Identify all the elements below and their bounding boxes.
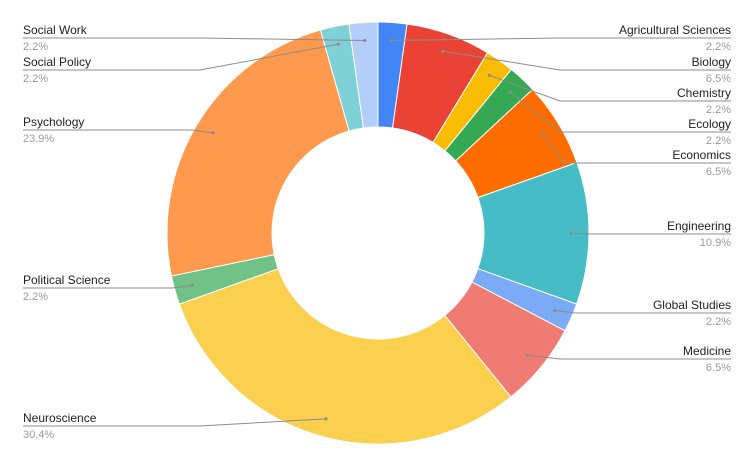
slice-label-neuroscience: Neuroscience [23,411,97,425]
leader-line-social-work [23,37,365,41]
slice-value-social-work: 2.2% [23,41,48,53]
leader-dot-chemistry [487,73,491,77]
slice-value-global-studies: 2.2% [706,316,731,328]
leader-dot-biology [441,49,445,53]
slice-value-medicine: 6.5% [706,362,731,374]
leader-line-ecology [509,91,731,133]
leader-line-global-studies [554,309,731,314]
leader-dot-social-work [363,38,367,43]
slice-value-economics: 6.5% [706,166,731,178]
slice-label-engineering: Engineering [667,219,731,233]
leader-line-social-policy [23,43,339,71]
leader-line-medicine [527,354,731,360]
slice-label-medicine: Medicine [683,344,731,358]
slice-label-social-work: Social Work [23,23,88,37]
leader-line-neuroscience [23,418,326,427]
slice-value-social-policy: 2.2% [23,73,48,85]
leader-dot-economics [541,131,545,135]
slice-label-political-science: Political Science [23,273,111,287]
slice-label-agricultural-sciences: Agricultural Sciences [619,23,731,37]
slice-neuroscience[interactable] [178,268,512,445]
leader-line-psychology [23,129,213,134]
slice-label-psychology: Psychology [23,115,84,129]
leader-dot-political-science [190,283,194,287]
leader-line-chemistry [489,74,731,102]
slice-value-biology: 6.5% [706,73,731,85]
leader-line-agricultural-sciences [391,37,731,41]
leader-dot-psychology [211,131,215,135]
slice-value-political-science: 2.2% [23,291,48,303]
slice-value-ecology: 2.2% [706,135,731,147]
leader-dot-social-policy [336,42,340,46]
leader-dot-neuroscience [324,417,328,421]
slices [166,21,590,445]
slice-label-social-policy: Social Policy [23,55,91,69]
leader-line-political-science [23,284,193,289]
slice-value-agricultural-sciences: 2.2% [706,41,731,53]
leader-dot-medicine [525,353,529,357]
slice-labels: Agricultural Sciences2.2%Biology6.5%Chem… [23,23,731,441]
leader-dot-agricultural-sciences [389,38,393,43]
slice-label-ecology: Ecology [688,117,731,131]
slice-value-engineering: 10.9% [700,237,731,249]
slice-value-psychology: 23.9% [23,133,54,145]
slice-label-economics: Economics [672,148,731,162]
slice-label-chemistry: Chemistry [677,86,731,100]
leader-line-engineering [570,232,731,235]
leader-line-economics [542,132,731,164]
leader-lines [23,37,731,427]
slice-label-global-studies: Global Studies [653,298,731,312]
leader-line-biology [442,50,731,71]
slice-social-work[interactable] [348,21,379,129]
slice-label-biology: Biology [692,55,731,69]
slice-psychology[interactable] [166,29,350,277]
leader-dot-ecology [508,90,512,94]
slice-value-neuroscience: 30.4% [23,429,54,441]
leader-dot-engineering [569,231,573,235]
slice-value-chemistry: 2.2% [706,104,731,116]
leader-dot-global-studies [553,308,557,313]
